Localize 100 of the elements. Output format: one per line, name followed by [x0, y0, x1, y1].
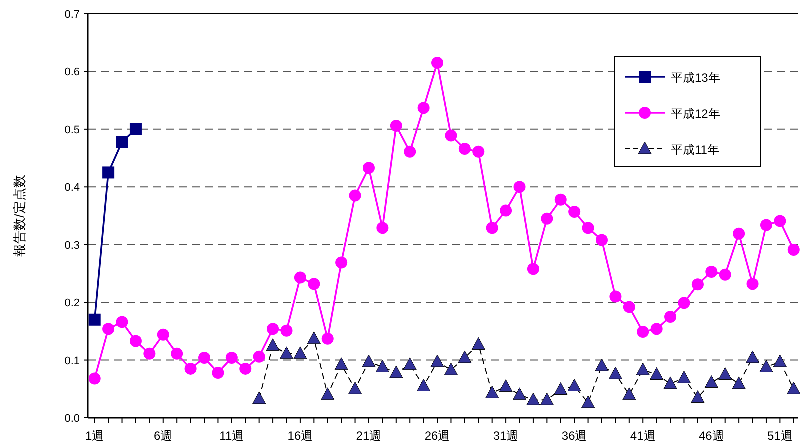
point [732, 376, 746, 390]
point [773, 354, 787, 368]
x-tick-label: 21週 [356, 429, 382, 443]
point [130, 335, 142, 348]
point [664, 376, 678, 390]
point [650, 323, 663, 336]
point [445, 130, 458, 142]
point [130, 123, 142, 136]
point [472, 337, 486, 350]
point [321, 388, 335, 400]
point [704, 376, 718, 388]
point [540, 392, 554, 406]
point [307, 332, 321, 344]
y-tick-label: 0.1 [64, 355, 80, 368]
point [144, 348, 156, 360]
point [746, 350, 760, 364]
y-tick-label: 0.0 [64, 413, 80, 425]
point [733, 228, 746, 240]
point [788, 244, 800, 256]
point [376, 360, 390, 372]
y-tick-label: 0.6 [64, 66, 80, 79]
point [650, 367, 664, 380]
point [157, 328, 170, 341]
point [430, 354, 444, 368]
x-tick-label: 16週 [288, 429, 314, 443]
point [541, 212, 554, 225]
legend-label: 平成12年 [671, 107, 720, 121]
point [116, 136, 128, 148]
point [171, 348, 184, 360]
point [678, 297, 690, 310]
y-axis-title: 報告数/定点数 [12, 175, 27, 257]
point [458, 143, 471, 156]
point [514, 181, 526, 194]
point [198, 352, 211, 364]
point [622, 388, 636, 400]
point [500, 204, 512, 217]
point [280, 346, 294, 360]
point [418, 102, 430, 114]
point [774, 215, 786, 228]
point [787, 382, 801, 394]
point [458, 350, 472, 364]
point [526, 392, 540, 406]
y-tick-label: 0.2 [64, 298, 80, 310]
point [294, 272, 306, 284]
point [390, 120, 402, 132]
point [253, 350, 266, 363]
x-tick-label: 1週 [86, 429, 104, 443]
y-tick-label: 0.7 [64, 9, 80, 21]
point [746, 278, 759, 290]
point [404, 146, 416, 158]
point [623, 301, 636, 314]
point [334, 358, 348, 370]
point [102, 323, 115, 336]
x-tick-label: 6週 [154, 429, 173, 443]
x-tick-label: 26週 [424, 429, 450, 443]
point [267, 323, 280, 336]
point [116, 316, 128, 328]
point [664, 311, 677, 323]
legend-label: 平成11年 [671, 143, 720, 157]
x-tick-label: 11週 [220, 429, 244, 443]
point [486, 222, 498, 234]
point [322, 332, 334, 345]
point [403, 358, 417, 370]
point [582, 396, 596, 408]
point [432, 57, 444, 70]
point [102, 166, 115, 179]
point [610, 290, 622, 303]
point [760, 219, 772, 232]
point [706, 266, 718, 278]
point [568, 206, 581, 218]
point [677, 370, 691, 384]
point [226, 352, 238, 364]
point [568, 379, 582, 392]
legend-label: 平成13年 [671, 71, 720, 85]
point [444, 362, 458, 376]
point [88, 372, 101, 385]
point [608, 366, 622, 380]
point [554, 194, 567, 206]
point [486, 386, 500, 398]
y-tick-label: 0.3 [64, 240, 80, 252]
point [527, 263, 540, 276]
point [595, 358, 609, 372]
point [336, 256, 348, 269]
point [266, 338, 280, 352]
point [472, 146, 485, 158]
point [692, 278, 704, 291]
point [240, 362, 252, 375]
point [637, 326, 650, 338]
point [636, 362, 650, 376]
point [554, 382, 568, 395]
point [376, 222, 389, 234]
point [212, 366, 224, 379]
point [718, 367, 732, 380]
point [390, 366, 404, 378]
x-tick-label: 36週 [562, 429, 588, 443]
point [362, 354, 376, 368]
point [513, 388, 527, 400]
x-tick-label: 51週 [768, 429, 793, 443]
point [582, 222, 594, 234]
x-tick-label: 41週 [630, 429, 656, 443]
